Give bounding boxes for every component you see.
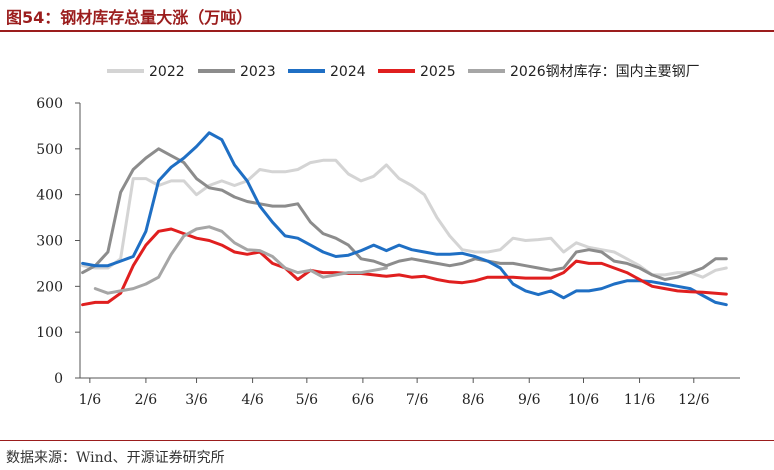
y-tick-label: 300 [36, 234, 63, 250]
legend-label-4: 2026钢材库存：国内主要钢厂 [510, 64, 700, 80]
legend-label-3: 2025 [420, 64, 456, 80]
line-chart: 2022 2023 2024 2025 2026钢材库存：国内主要钢厂 0 100 200 3… [36, 64, 740, 408]
y-tick-label: 200 [36, 279, 63, 295]
series-line-0 [81, 158, 728, 279]
legend-label-0: 2022 [149, 64, 185, 80]
series-line-2 [81, 131, 728, 307]
x-tick-label: 3/6 [185, 392, 208, 408]
series-line-3 [81, 227, 728, 307]
y-tick-label: 600 [36, 96, 63, 112]
y-tick-label: 400 [36, 188, 63, 204]
title-rule [0, 30, 774, 32]
figure-title: 图54：钢材库存总量大涨（万吨） [6, 8, 253, 27]
y-tick-label: 500 [36, 142, 63, 158]
x-tick-label: 12/6 [678, 392, 710, 408]
y-tick-label: 100 [36, 325, 63, 341]
x-tick-label: 6/6 [352, 392, 375, 408]
x-tick-label: 5/6 [296, 392, 319, 408]
x-tick-label: 1/6 [79, 392, 102, 408]
x-tick-label: 4/6 [241, 392, 264, 408]
chart-series [81, 131, 728, 307]
series-line-4 [93, 225, 388, 295]
x-tick-label: 11/6 [624, 392, 656, 408]
x-tick-label: 8/6 [462, 392, 485, 408]
source-rule [0, 440, 774, 441]
x-tick-label: 10/6 [568, 392, 600, 408]
x-tick-label: 2/6 [135, 392, 158, 408]
legend-label-2: 2024 [330, 64, 366, 80]
chart-axes: 0 100 200 300 400 500 600 1/6 2/6 3/6 4/6 5/6 6/6 7/6… [36, 96, 740, 408]
chart-legend: 2022 2023 2024 2025 2026钢材库存：国内主要钢厂 [107, 64, 700, 80]
legend-label-1: 2023 [240, 64, 276, 80]
source-note: 数据来源：Wind、开源证券研究所 [6, 450, 225, 466]
x-tick-label: 7/6 [406, 392, 429, 408]
series-line-1 [81, 147, 728, 281]
y-tick-label: 0 [54, 371, 63, 387]
x-tick-label: 9/6 [518, 392, 541, 408]
